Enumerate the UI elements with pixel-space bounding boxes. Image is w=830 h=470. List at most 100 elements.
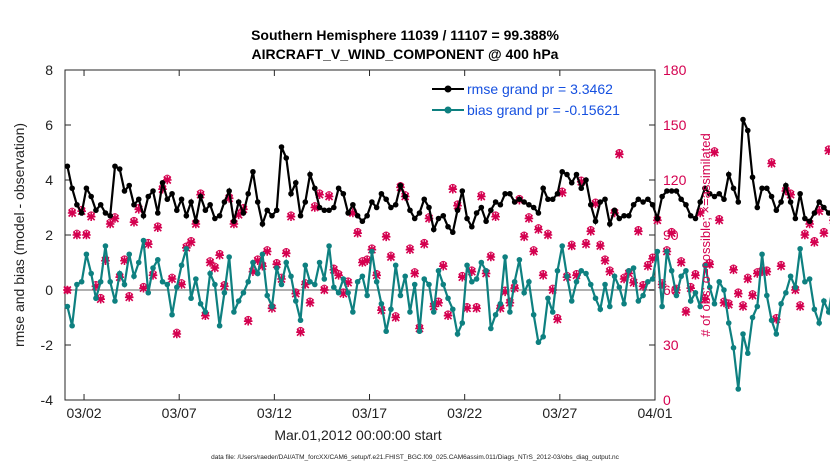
rmse-point xyxy=(373,204,380,211)
obs-assimilated-point xyxy=(695,208,705,218)
bias-point xyxy=(488,325,494,332)
obs-assimilated-point xyxy=(258,261,267,271)
bias-point xyxy=(554,267,561,274)
rmse-point xyxy=(221,199,228,205)
obs-assimilated-point xyxy=(234,210,243,220)
bias-point xyxy=(635,298,642,304)
rmse-point xyxy=(654,215,661,222)
bias-point xyxy=(188,295,194,302)
y-axis-right-label: # of obs: o=possible; ×=assimilated xyxy=(698,133,713,336)
bias-point xyxy=(359,273,366,280)
bias-point xyxy=(449,306,456,313)
rmse-point xyxy=(559,168,566,175)
rmse-point xyxy=(159,179,166,186)
rmse-point xyxy=(578,185,585,192)
rmse-point xyxy=(697,199,704,205)
bias-point xyxy=(93,295,99,302)
rmse-point xyxy=(378,190,385,197)
bias-point xyxy=(150,265,156,271)
bias-point xyxy=(787,273,794,280)
obs-assimilated-point xyxy=(714,216,724,225)
obs-assimilated-point xyxy=(543,230,553,240)
rmse-point xyxy=(678,196,684,203)
bias-point xyxy=(721,287,727,293)
bias-point xyxy=(121,281,128,288)
y-tick-label: -2 xyxy=(41,337,54,353)
obs-assimilated-point xyxy=(424,214,434,223)
bias-point xyxy=(611,273,618,280)
obs-assimilated-point xyxy=(134,205,144,214)
obs-assimilated-point xyxy=(457,272,467,282)
bias-point xyxy=(269,303,275,310)
obs-assimilated-point xyxy=(548,285,558,295)
rmse-point xyxy=(359,218,366,225)
obs-assimilated-point xyxy=(448,184,458,194)
obs-assimilated-point xyxy=(172,329,182,339)
obs-assimilated-point xyxy=(762,267,772,276)
bias-point xyxy=(254,270,261,277)
x-axis-label: Mar.01,2012 00:00:00 start xyxy=(274,427,441,443)
rmse-point xyxy=(783,182,789,189)
obs-assimilated-point xyxy=(334,271,343,280)
bias-point xyxy=(521,289,527,296)
obs-assimilated-point xyxy=(519,232,529,242)
obs-assimilated-point xyxy=(410,269,420,278)
obs-assimilated-point xyxy=(643,261,653,271)
obs-assimilated-point xyxy=(124,293,134,302)
rmse-point xyxy=(150,188,156,194)
rmse-point xyxy=(454,207,461,214)
bias-point xyxy=(473,276,480,282)
obs-assimilated-point xyxy=(557,188,567,198)
obs-assimilated-point xyxy=(772,315,781,324)
bias-point xyxy=(112,298,118,304)
rmse-point xyxy=(326,207,332,214)
bias-point xyxy=(654,248,661,255)
obs-assimilated-point xyxy=(748,291,757,300)
rmse-point xyxy=(193,218,199,225)
data-file-footnote: data file: /Users/raeder/DAI/ATM_forcXX/… xyxy=(211,454,620,461)
rmse-point xyxy=(426,204,432,211)
rmse-point xyxy=(516,196,523,203)
rmse-point xyxy=(112,163,118,170)
rmse-point xyxy=(273,207,280,214)
rmse-point xyxy=(183,212,190,219)
bias-point xyxy=(240,289,247,296)
bias-point xyxy=(559,243,566,249)
bias-point xyxy=(740,331,746,337)
bias-point xyxy=(802,278,808,285)
obs-assimilated-point xyxy=(615,150,624,159)
y-tick-label: 0 xyxy=(45,282,53,298)
bias-point xyxy=(797,245,803,252)
bias-point xyxy=(664,248,670,255)
rmse-point xyxy=(787,199,794,205)
rmse-point xyxy=(488,207,494,214)
rmse-point xyxy=(606,221,613,227)
rmse-point xyxy=(288,190,294,197)
obs-assimilated-point xyxy=(786,190,795,199)
obs-assimilated-point xyxy=(705,260,715,269)
rmse-point xyxy=(250,168,256,175)
obs-assimilated-point xyxy=(110,214,120,223)
bias-point xyxy=(145,289,152,296)
bias-point xyxy=(459,320,466,326)
rmse-point xyxy=(645,196,651,203)
rmse-point xyxy=(483,218,489,225)
bias-point xyxy=(164,281,171,288)
rmse-point xyxy=(626,212,632,219)
rmse-point xyxy=(821,204,827,211)
rmse-point xyxy=(93,207,99,214)
bias-point xyxy=(811,306,818,313)
rmse-point xyxy=(421,196,428,203)
rmse-point xyxy=(592,218,599,225)
obs-assimilated-point xyxy=(800,230,810,240)
bias-point xyxy=(288,273,294,280)
obs-assimilated-point xyxy=(358,258,367,267)
rmse-point xyxy=(725,171,732,178)
bias-point xyxy=(107,278,114,285)
rmse-point xyxy=(664,188,670,194)
bias-point xyxy=(825,309,830,315)
rmse-point xyxy=(449,229,456,236)
obs-assimilated-point xyxy=(810,238,819,247)
bias-point xyxy=(126,251,133,258)
rmse-point xyxy=(121,188,128,194)
